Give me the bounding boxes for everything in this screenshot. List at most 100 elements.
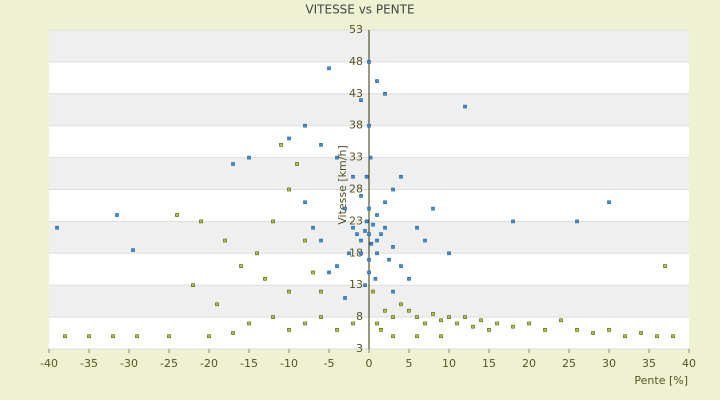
scatter-point — [447, 251, 451, 256]
y-tick-label: 33 — [349, 151, 363, 164]
scatter-point — [239, 264, 243, 268]
scatter-point — [367, 257, 371, 262]
scatter-point — [215, 302, 219, 307]
scatter-point — [399, 174, 403, 179]
scatter-point — [407, 308, 411, 313]
scatter-point — [543, 328, 547, 332]
scatter-point — [271, 219, 275, 224]
scatter-point — [423, 238, 427, 243]
scatter-point — [167, 334, 171, 339]
scatter-point — [487, 328, 491, 332]
scatter-point — [231, 331, 235, 335]
scatter-point — [655, 334, 659, 339]
scatter-point — [319, 238, 323, 243]
scatter-point — [175, 213, 179, 217]
x-tick-label: -25 — [160, 357, 178, 370]
scatter-point — [375, 213, 379, 217]
scatter-point — [383, 308, 387, 313]
scatter-point — [455, 321, 459, 326]
scatter-point — [55, 225, 59, 230]
scatter-point — [279, 143, 283, 147]
y-axis-title: Vitesse [km/h] — [336, 145, 349, 225]
scatter-point — [319, 143, 323, 147]
y-tick-label: 48 — [349, 55, 363, 68]
scatter-point — [639, 331, 643, 335]
scatter-point — [311, 225, 315, 230]
scatter-point — [303, 123, 307, 128]
scatter-point — [371, 222, 375, 227]
scatter-point — [607, 328, 611, 332]
x-tick-label: -35 — [80, 357, 98, 370]
scatter-point — [415, 334, 419, 339]
scatter-point — [359, 238, 363, 243]
scatter-point — [495, 321, 499, 326]
scatter-point — [319, 289, 323, 294]
scatter-point — [295, 162, 299, 166]
scatter-point — [591, 331, 595, 335]
scatter-point — [463, 315, 467, 319]
scatter-point — [343, 296, 347, 300]
x-tick-label: 10 — [442, 357, 456, 370]
scatter-point — [383, 200, 387, 205]
scatter-point — [387, 257, 391, 262]
scatter-point — [271, 315, 275, 319]
y-tick-label: 43 — [349, 87, 363, 100]
scatter-point — [391, 187, 395, 192]
scatter-point — [447, 315, 451, 319]
scatter-point — [207, 334, 211, 339]
scatter-point — [231, 162, 235, 166]
scatter-point — [63, 334, 67, 339]
scatter-point — [383, 92, 387, 96]
scatter-point — [115, 213, 119, 217]
scatter-point — [439, 334, 443, 339]
scatter-point — [359, 194, 363, 198]
scatter-point — [527, 321, 531, 326]
scatter-point — [367, 123, 371, 128]
scatter-point — [287, 289, 291, 294]
x-tick-label: 20 — [522, 357, 536, 370]
scatter-point — [559, 318, 563, 323]
scatter-point — [367, 206, 371, 211]
scatter-point — [375, 79, 379, 83]
y-tick-label: 13 — [349, 278, 363, 291]
scatter-point — [369, 241, 374, 246]
scatter-point — [359, 98, 363, 102]
scatter-point — [511, 219, 515, 224]
scatter-point — [607, 200, 611, 205]
y-tick-label: 3 — [356, 342, 363, 355]
x-tick-label: 0 — [366, 357, 373, 370]
scatter-point — [391, 245, 395, 249]
scatter-point — [351, 225, 355, 230]
scatter-point — [367, 270, 371, 275]
scatter-point — [135, 334, 139, 339]
scatter-point — [303, 321, 307, 326]
scatter-point — [363, 229, 367, 233]
x-tick-label: 30 — [602, 357, 616, 370]
scatter-point — [379, 232, 383, 236]
scatter-point — [391, 315, 395, 319]
x-tick-label: 15 — [482, 357, 496, 370]
x-tick-label: -40 — [40, 357, 58, 370]
scatter-point — [247, 155, 251, 160]
scatter-point — [287, 136, 291, 141]
x-axis-title: Pente [%] — [634, 374, 688, 387]
scatter-point — [191, 283, 195, 288]
scatter-point — [131, 248, 135, 252]
x-tick-label: -5 — [324, 357, 335, 370]
scatter-point — [431, 312, 435, 316]
y-tick-label: 8 — [356, 310, 363, 323]
scatter-point — [347, 251, 351, 256]
scatter-point — [364, 174, 369, 179]
scatter-point — [415, 225, 419, 230]
scatter-point — [379, 328, 383, 332]
scatter-point — [287, 328, 291, 332]
scatter-point — [367, 232, 371, 236]
scatter-point — [367, 60, 371, 64]
scatter-point — [199, 219, 203, 224]
scatter-point — [368, 155, 373, 160]
scatter-point — [671, 334, 675, 339]
scatter-point — [327, 66, 331, 71]
scatter-point — [223, 238, 227, 243]
scatter-point — [263, 277, 267, 281]
